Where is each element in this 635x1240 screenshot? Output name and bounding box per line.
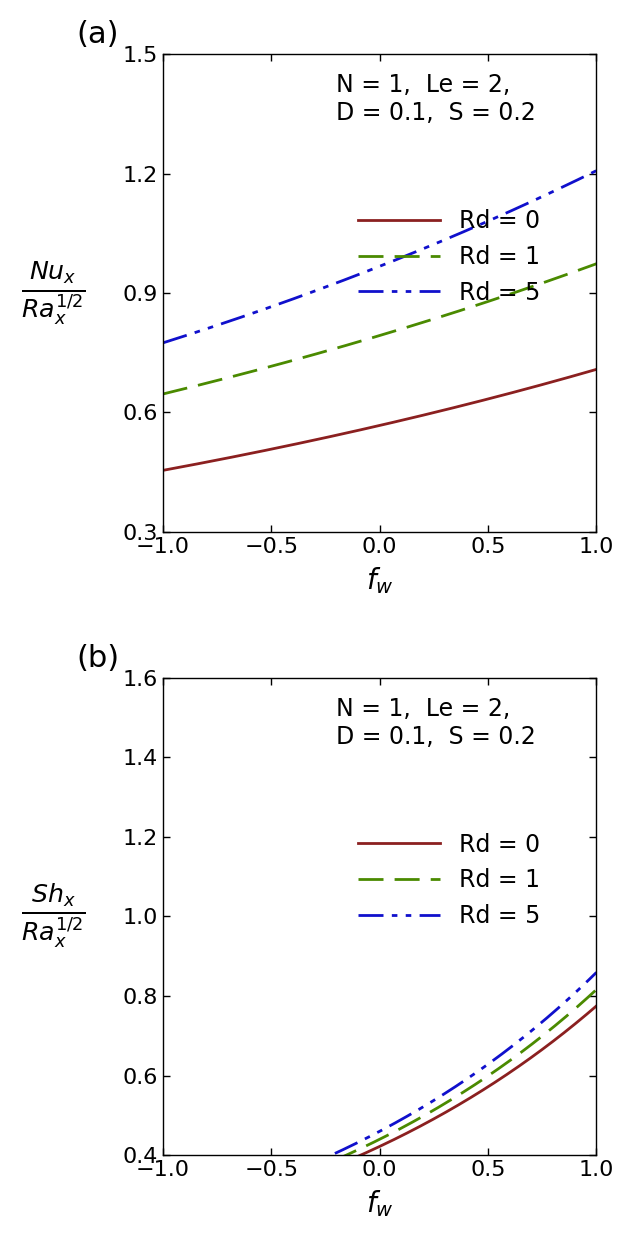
Rd = 5 bbox=[394, 1115, 401, 1130]
Rd = 0 bbox=[365, 1145, 373, 1159]
Text: (b): (b) bbox=[76, 644, 119, 673]
Rd = 5 bbox=[368, 262, 375, 277]
Line: Rd = 5: Rd = 5 bbox=[163, 171, 596, 343]
Rd = 1 bbox=[159, 387, 167, 402]
Rd = 1 bbox=[592, 982, 600, 997]
Rd = 5 bbox=[159, 1209, 167, 1224]
Rd = 1 bbox=[159, 1213, 167, 1228]
Text: N = 1,  Le = 2,
D = 0.1,  S = 0.2: N = 1, Le = 2, D = 0.1, S = 0.2 bbox=[337, 73, 536, 125]
Rd = 5 bbox=[514, 200, 522, 215]
Rd = 5 bbox=[582, 169, 590, 184]
Rd = 0 bbox=[417, 1118, 425, 1133]
Rd = 5 bbox=[394, 252, 401, 267]
Line: Rd = 5: Rd = 5 bbox=[163, 972, 596, 1216]
Y-axis label: $\frac{Nu_x}{Ra_x^{1/2}}$: $\frac{Nu_x}{Ra_x^{1/2}}$ bbox=[21, 259, 86, 326]
Rd = 5 bbox=[514, 1034, 522, 1049]
Rd = 5 bbox=[582, 975, 590, 990]
Line: Rd = 1: Rd = 1 bbox=[163, 264, 596, 394]
Rd = 5 bbox=[417, 1101, 425, 1116]
Line: Rd = 0: Rd = 0 bbox=[163, 370, 596, 470]
Rd = 0 bbox=[592, 998, 600, 1013]
Rd = 0 bbox=[394, 1131, 401, 1146]
Rd = 1 bbox=[368, 331, 375, 346]
Rd = 0 bbox=[417, 408, 425, 423]
Y-axis label: $\frac{Sh_x}{Ra_x^{1/2}}$: $\frac{Sh_x}{Ra_x^{1/2}}$ bbox=[21, 883, 86, 951]
Rd = 0 bbox=[159, 463, 167, 477]
Line: Rd = 1: Rd = 1 bbox=[163, 990, 596, 1220]
Rd = 1 bbox=[417, 1110, 425, 1125]
Rd = 0 bbox=[582, 1007, 590, 1022]
Rd = 5 bbox=[592, 965, 600, 980]
Rd = 0 bbox=[368, 1143, 375, 1158]
Rd = 0 bbox=[514, 1059, 522, 1074]
Rd = 5 bbox=[592, 164, 600, 179]
Text: (a): (a) bbox=[76, 20, 119, 50]
Rd = 1 bbox=[417, 315, 425, 330]
Rd = 5 bbox=[159, 336, 167, 351]
Rd = 1 bbox=[582, 260, 590, 275]
Rd = 5 bbox=[365, 263, 373, 278]
Text: N = 1,  Le = 2,
D = 0.1,  S = 0.2: N = 1, Le = 2, D = 0.1, S = 0.2 bbox=[337, 697, 536, 749]
Line: Rd = 0: Rd = 0 bbox=[163, 1006, 596, 1223]
Rd = 1 bbox=[394, 1122, 401, 1137]
Rd = 0 bbox=[394, 414, 401, 429]
Rd = 1 bbox=[368, 1136, 375, 1151]
Rd = 0 bbox=[365, 420, 373, 435]
Rd = 1 bbox=[514, 1047, 522, 1061]
Rd = 1 bbox=[582, 992, 590, 1007]
Rd = 5 bbox=[417, 242, 425, 257]
Rd = 1 bbox=[514, 284, 522, 299]
X-axis label: $f_w$: $f_w$ bbox=[366, 565, 394, 595]
Rd = 1 bbox=[365, 1137, 373, 1152]
Rd = 0 bbox=[514, 383, 522, 398]
Rd = 1 bbox=[394, 322, 401, 337]
Legend: Rd = 0, Rd = 1, Rd = 5: Rd = 0, Rd = 1, Rd = 5 bbox=[348, 200, 550, 314]
Rd = 0 bbox=[368, 420, 375, 435]
Rd = 0 bbox=[582, 365, 590, 379]
Rd = 1 bbox=[592, 257, 600, 272]
Rd = 0 bbox=[159, 1215, 167, 1230]
Rd = 0 bbox=[592, 362, 600, 377]
Rd = 5 bbox=[365, 1130, 373, 1145]
Legend: Rd = 0, Rd = 1, Rd = 5: Rd = 0, Rd = 1, Rd = 5 bbox=[348, 823, 550, 937]
X-axis label: $f_w$: $f_w$ bbox=[366, 1188, 394, 1219]
Rd = 5 bbox=[368, 1128, 375, 1143]
Rd = 1 bbox=[365, 331, 373, 346]
